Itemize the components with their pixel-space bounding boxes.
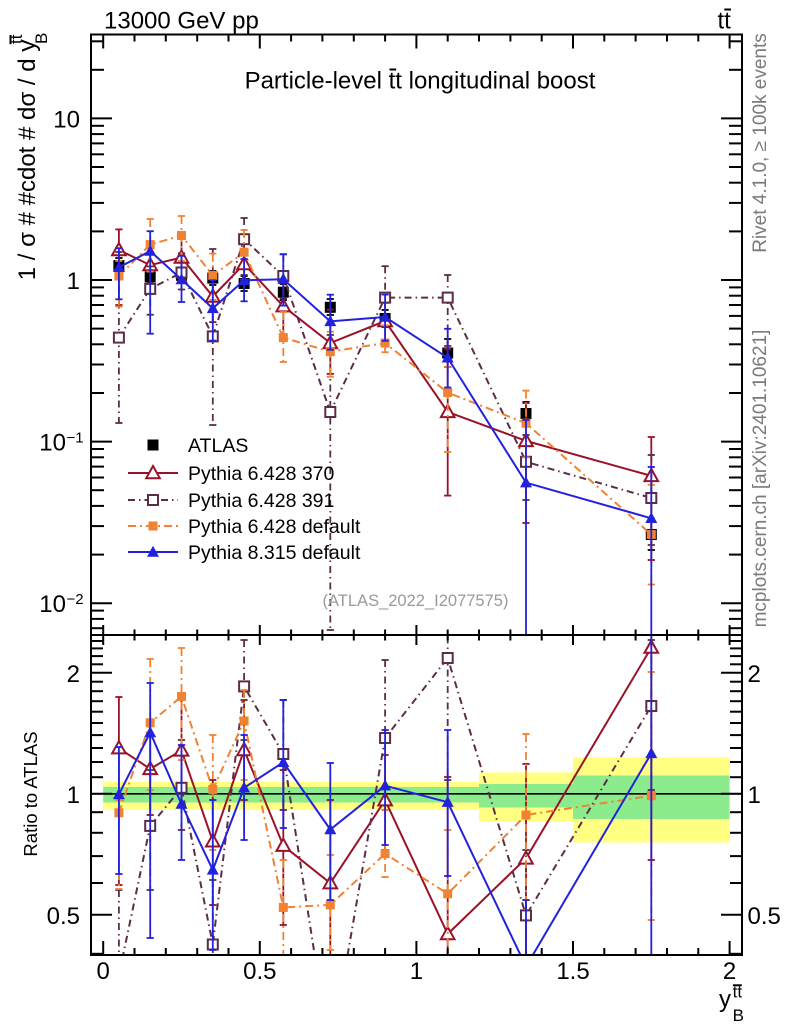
svg-text:B: B bbox=[733, 1006, 744, 1024]
svg-text:Pythia 8.315 default: Pythia 8.315 default bbox=[188, 542, 361, 564]
svg-text:−1: −1 bbox=[67, 430, 84, 447]
svg-text:Rivet 4.1.0, ≥ 100k events: Rivet 4.1.0, ≥ 100k events bbox=[750, 33, 771, 253]
svg-text:tt: tt bbox=[718, 8, 732, 35]
svg-text:0.5: 0.5 bbox=[47, 903, 80, 930]
svg-text:−2: −2 bbox=[67, 591, 84, 608]
svg-text:10: 10 bbox=[39, 430, 66, 457]
svg-text:Pythia 6.428 391: Pythia 6.428 391 bbox=[188, 490, 334, 512]
svg-text:0.5: 0.5 bbox=[243, 958, 276, 985]
svg-text:2: 2 bbox=[723, 958, 736, 985]
svg-text:13000 GeV pp: 13000 GeV pp bbox=[104, 8, 259, 35]
svg-text:1: 1 bbox=[748, 782, 761, 809]
svg-text:B: B bbox=[32, 33, 51, 44]
svg-text:mcplots.cern.ch [arXiv:2401.10: mcplots.cern.ch [arXiv:2401.10621] bbox=[750, 330, 771, 628]
svg-text:Pythia 6.428 370: Pythia 6.428 370 bbox=[188, 463, 335, 485]
svg-text:Ratio to ATLAS: Ratio to ATLAS bbox=[20, 731, 41, 856]
svg-text:1: 1 bbox=[67, 782, 80, 809]
svg-text:tt: tt bbox=[7, 34, 26, 44]
svg-text:1.5: 1.5 bbox=[556, 958, 589, 985]
svg-text:0: 0 bbox=[97, 958, 110, 985]
svg-text:2: 2 bbox=[748, 661, 761, 688]
svg-text:Pythia 6.428 default: Pythia 6.428 default bbox=[188, 516, 361, 538]
svg-text:1: 1 bbox=[67, 268, 80, 295]
svg-text:0.5: 0.5 bbox=[748, 903, 781, 930]
svg-text:1 / σ # #cdot # dσ / d y: 1 / σ # #cdot # dσ / d y bbox=[14, 40, 41, 280]
svg-text:2: 2 bbox=[67, 661, 80, 688]
svg-text:(ATLAS_2022_I2077575): (ATLAS_2022_I2077575) bbox=[323, 592, 509, 610]
svg-text:10: 10 bbox=[39, 591, 66, 618]
svg-text:10: 10 bbox=[53, 106, 80, 133]
svg-text:tt: tt bbox=[733, 983, 743, 1002]
svg-text:y: y bbox=[719, 986, 731, 1013]
svg-text:1: 1 bbox=[410, 958, 423, 985]
svg-text:Particle-level tt longitudinal: Particle-level tt longitudinal boost bbox=[245, 68, 596, 95]
svg-text:ATLAS: ATLAS bbox=[188, 435, 248, 457]
